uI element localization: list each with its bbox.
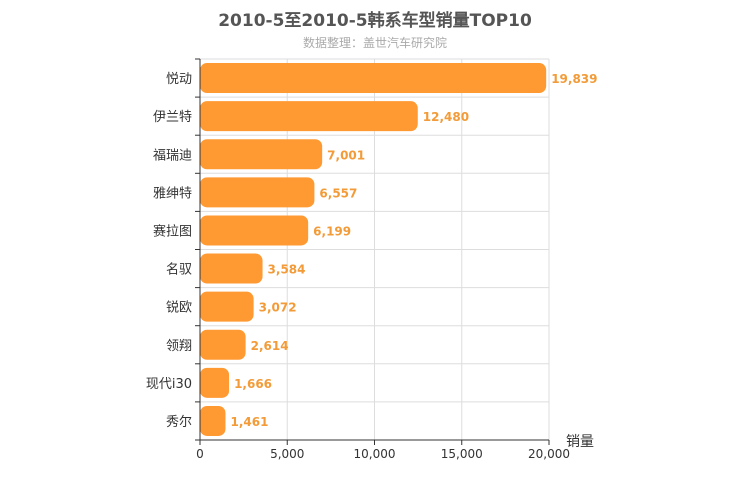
bar-value-label: 7,001 [327, 148, 365, 162]
bar-value-label: 1,461 [230, 415, 268, 429]
bar-value-label: 12,480 [423, 110, 469, 124]
bar-value-label: 6,199 [313, 224, 351, 238]
bar [200, 291, 254, 322]
bar [200, 101, 418, 132]
bar [200, 329, 246, 360]
bar-value-label: 3,072 [259, 301, 297, 315]
bar-value-label: 2,614 [251, 339, 289, 353]
x-tick-label: 5,000 [270, 447, 304, 461]
category-label: 悦动 [166, 72, 192, 87]
bar-value-label: 19,839 [551, 72, 597, 86]
bar [200, 139, 323, 170]
bar [200, 367, 230, 398]
bar-value-label: 3,584 [268, 263, 306, 277]
category-label: 伊兰特 [153, 110, 192, 125]
bar-value-label: 1,666 [234, 377, 272, 391]
bar [200, 253, 263, 284]
bar [200, 405, 226, 436]
bar-layer: 19,839 12,480 7,001 6,557 6,199 3,584 3,072 2,6… [200, 63, 598, 436]
chart-subtitle: 数据整理：盖世汽车研究院 [302, 36, 447, 50]
category-label: 名驭 [166, 262, 192, 278]
bar-value-label: 6,557 [319, 186, 357, 200]
category-label: 雅绅特 [153, 186, 192, 201]
x-tick-label: 15,000 [441, 447, 483, 461]
category-label: 福瑞迪 [153, 148, 192, 163]
category-label: 领翔 [166, 339, 192, 354]
x-tick-label: 0 [196, 447, 204, 461]
bar [200, 177, 315, 208]
category-label: 现代i30 [146, 377, 192, 392]
x-axis-title: 销量 [566, 434, 594, 450]
category-label: 赛拉图 [153, 223, 192, 239]
category-label: 秀尔 [166, 415, 192, 430]
category-label: 锐欧 [166, 301, 192, 316]
chart-title: 2010-5至2010-5韩系车型销量TOP10 [218, 11, 532, 31]
x-tick-label: 10,000 [354, 447, 396, 461]
x-tick-label: 20,000 [528, 447, 570, 461]
bar [200, 63, 547, 94]
bar [200, 215, 309, 246]
